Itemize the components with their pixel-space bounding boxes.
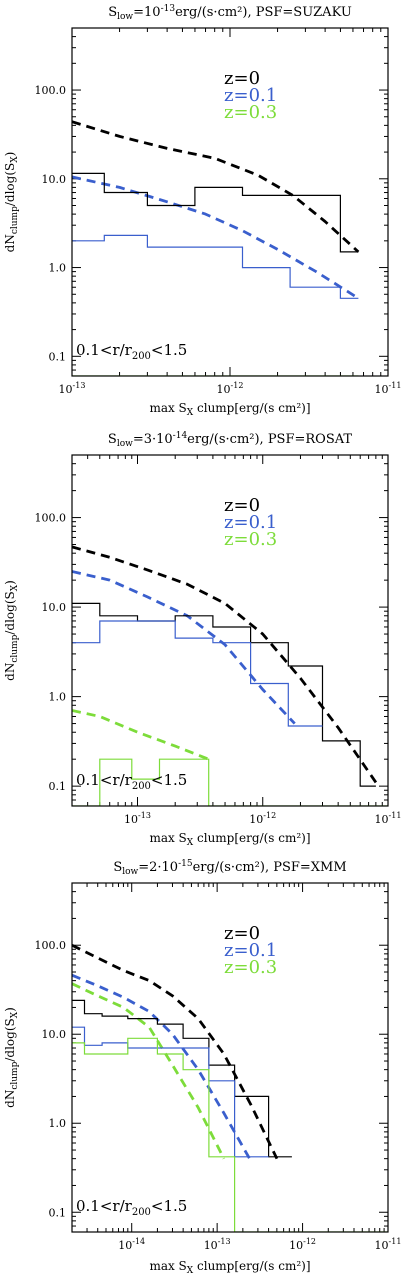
legend-entry: z=0 xyxy=(224,923,260,944)
plot-area xyxy=(72,120,360,376)
y-axis-label: dNclump/dlog(SX) xyxy=(3,1007,20,1108)
x-tick-label: 10-12 xyxy=(217,381,244,396)
panel-3: Slow=2·10-15erg/(s·cm²), PSF=XMM 10-14 10-… xyxy=(3,859,401,1276)
step-series-4 xyxy=(72,234,359,299)
dashed-series-2 xyxy=(72,973,251,1160)
dashed-series-1 xyxy=(72,545,378,784)
radius-annotation: 0.1<r/r200<1.5 xyxy=(76,341,187,362)
dashed-series-3 xyxy=(72,982,226,1160)
x-tick-label: 10-13 xyxy=(204,1237,231,1252)
legend-entry: z=0.3 xyxy=(224,102,277,123)
y-tick-label: 0.1 xyxy=(49,1206,67,1219)
y-tick-label: 0.1 xyxy=(49,350,67,363)
y-tick-label: 1.0 xyxy=(49,691,67,704)
chart-title: Slow=10-13erg/(s·cm²), PSF=SUZAKU xyxy=(108,4,352,22)
step-series-4 xyxy=(72,999,292,1158)
y-tick-label: 1.0 xyxy=(49,1117,67,1130)
x-axis-label: max SX clump[erg/(s cm²)] xyxy=(149,831,310,848)
dashed-series-3 xyxy=(72,709,210,761)
step-series-3 xyxy=(72,172,359,253)
y-tick-label: 10.0 xyxy=(42,601,67,614)
y-tick-label: 1.0 xyxy=(49,262,67,275)
y-tick-label: 0.1 xyxy=(49,780,67,793)
plot-frame xyxy=(71,454,389,807)
legend-entry: z=0.1 xyxy=(224,85,277,106)
y-axis-label: dNclump/dlog(SX) xyxy=(3,152,20,253)
chart-title: Slow=2·10-15erg/(s·cm²), PSF=XMM xyxy=(113,859,346,877)
plot-frame xyxy=(71,882,389,1233)
legend-entry: z=0.1 xyxy=(224,512,277,533)
plot-area xyxy=(72,943,388,1232)
x-tick-label: 10-11 xyxy=(375,811,402,826)
x-tick-label: 10-11 xyxy=(375,381,402,396)
step-series-4 xyxy=(72,602,376,787)
plot-frame xyxy=(71,27,389,377)
panel-2: Slow=3·10-14erg/(s·cm²), PSF=ROSAT 10-13 1… xyxy=(3,431,401,848)
x-tick-label: 10-11 xyxy=(375,1237,402,1252)
panel-1: Slow=10-13erg/(s·cm²), PSF=SUZAKU 10-13 10… xyxy=(3,4,401,418)
dashed-series-2 xyxy=(72,175,360,300)
step-series-6 xyxy=(72,1037,388,1232)
plot-area xyxy=(72,545,388,806)
dashed-series-2 xyxy=(72,570,296,725)
x-tick-label: 10-12 xyxy=(249,811,276,826)
y-tick-label: 10.0 xyxy=(42,1028,67,1041)
x-axis-label: max SX clump[erg/(s cm²)] xyxy=(149,1259,310,1276)
y-axis-label: dNclump/dlog(SX) xyxy=(3,580,20,681)
step-series-5 xyxy=(72,620,323,727)
legend-entry: z=0.3 xyxy=(224,529,277,550)
x-tick-label: 10-12 xyxy=(289,1237,316,1252)
y-tick-label: 10.0 xyxy=(42,173,67,186)
chart-title: Slow=3·10-14erg/(s·cm²), PSF=ROSAT xyxy=(108,431,353,449)
x-axis-label: max SX clump[erg/(s cm²)] xyxy=(149,401,310,418)
step-series-6 xyxy=(72,758,388,806)
y-tick-label: 100.0 xyxy=(35,512,67,525)
legend-entry: z=0.3 xyxy=(224,957,277,978)
legend-entry: z=0.1 xyxy=(224,940,277,961)
dashed-series-1 xyxy=(72,943,279,1160)
legend-entry: z=0 xyxy=(224,495,260,516)
x-tick-label: 10-13 xyxy=(124,811,151,826)
x-tick-label: 10-13 xyxy=(59,381,86,396)
legend-entry: z=0 xyxy=(224,68,260,89)
radius-annotation: 0.1<r/r200<1.5 xyxy=(76,771,187,792)
dashed-series-1 xyxy=(72,120,360,253)
x-tick-label: 10-14 xyxy=(118,1237,145,1252)
y-tick-label: 100.0 xyxy=(35,939,67,952)
step-series-5 xyxy=(72,1026,269,1158)
radius-annotation: 0.1<r/r200<1.5 xyxy=(76,1197,187,1218)
y-tick-label: 100.0 xyxy=(35,84,67,97)
